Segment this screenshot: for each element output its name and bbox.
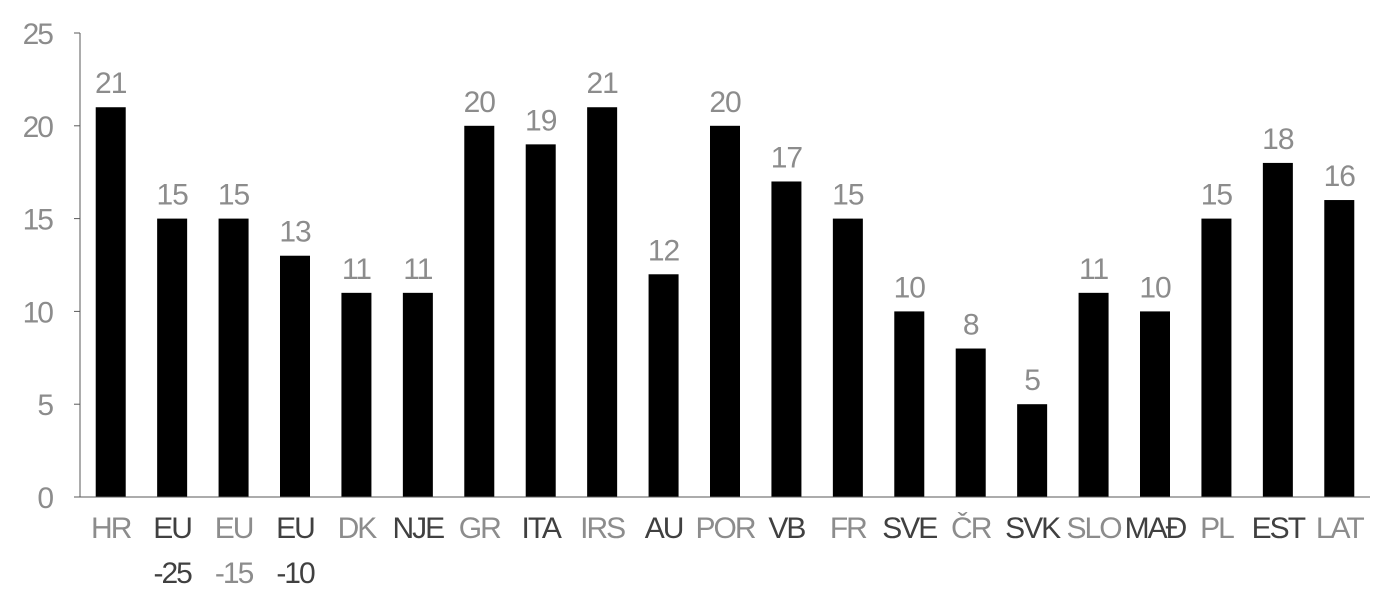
x-tick-label: SLO [1067, 512, 1122, 545]
x-tick-label: PL [1200, 512, 1234, 545]
y-tick-label: 5 [37, 389, 53, 422]
data-label: 17 [771, 141, 803, 174]
bar [955, 348, 986, 497]
x-tick-label: NJE [393, 512, 445, 545]
bar [1201, 218, 1232, 497]
bar [525, 144, 556, 498]
data-label: 19 [525, 104, 557, 137]
data-label: 15 [1201, 179, 1233, 212]
y-tick-label: 10 [23, 296, 54, 329]
data-label: 13 [279, 216, 311, 249]
data-label: 15 [218, 179, 250, 212]
x-tick-label: EU [215, 512, 253, 545]
data-label: 11 [403, 253, 432, 286]
x-tick-label: HR [91, 512, 132, 545]
bar [341, 292, 372, 497]
bars: 21 15 15 13 11 11 20 19 21 12 20 17 15 10 8 5 11 10 15 18 16 [95, 67, 1356, 498]
data-label: 10 [894, 271, 926, 304]
data-label: 10 [1139, 271, 1171, 304]
x-axis: HR EU -25 EU -15 EU -10 DK NJE GR ITA IRS AU POR VB FR S… [80, 496, 1370, 590]
bar [464, 125, 495, 498]
x-tick-label: POR [695, 512, 755, 545]
bar [280, 255, 310, 497]
bar [1140, 311, 1170, 497]
y-tick-label: 20 [23, 111, 54, 144]
bar [218, 218, 249, 497]
y-tick-label: 25 [23, 18, 54, 51]
x-tick-label: EU [153, 512, 191, 545]
data-label: 21 [95, 67, 127, 100]
bar [402, 292, 433, 497]
bar [771, 181, 802, 498]
x-tick-label: EST [1252, 512, 1306, 545]
data-label: 15 [156, 179, 188, 212]
bar [648, 274, 679, 497]
x-tick-label: MAĐ [1125, 512, 1187, 545]
data-label: 5 [1024, 364, 1040, 397]
x-tick-label: -10 [276, 557, 315, 590]
x-tick-label: -25 [153, 557, 192, 590]
x-tick-label: SVE [882, 512, 937, 545]
y-tick-label: 0 [37, 482, 53, 515]
data-label: 11 [1079, 253, 1108, 286]
bar [832, 218, 863, 497]
bar [1017, 404, 1048, 497]
data-label: 18 [1262, 123, 1294, 156]
x-tick-label: ITA [521, 512, 561, 545]
x-tick-label: DK [338, 512, 378, 545]
x-tick-label: AU [645, 512, 683, 545]
bar [1078, 292, 1109, 497]
bar [157, 218, 188, 497]
data-label: 20 [464, 86, 496, 119]
x-tick-label: ČR [951, 511, 992, 545]
x-tick-label: VB [768, 512, 805, 545]
x-tick-label: SVK [1005, 512, 1061, 545]
data-label: 16 [1324, 160, 1356, 193]
x-tick-label: -15 [215, 557, 254, 590]
bar [95, 107, 126, 498]
bar [1262, 162, 1293, 498]
x-tick-label: LAT [1316, 512, 1364, 545]
data-label: 21 [586, 67, 618, 100]
bar [1324, 200, 1355, 498]
data-label: 15 [832, 179, 864, 212]
data-label: 8 [963, 309, 979, 342]
data-label: 12 [648, 234, 680, 267]
x-tick-label: FR [830, 512, 867, 545]
bar [710, 125, 740, 498]
x-tick-label: EU [276, 512, 314, 545]
x-tick-label: GR [459, 512, 501, 545]
y-axis: 0 5 10 15 20 25 [23, 18, 81, 515]
data-label: 20 [709, 86, 741, 119]
bar [587, 107, 618, 498]
data-label: 11 [342, 253, 371, 286]
x-tick-label: IRS [580, 512, 625, 545]
bar [894, 311, 925, 497]
y-tick-label: 15 [23, 204, 54, 237]
